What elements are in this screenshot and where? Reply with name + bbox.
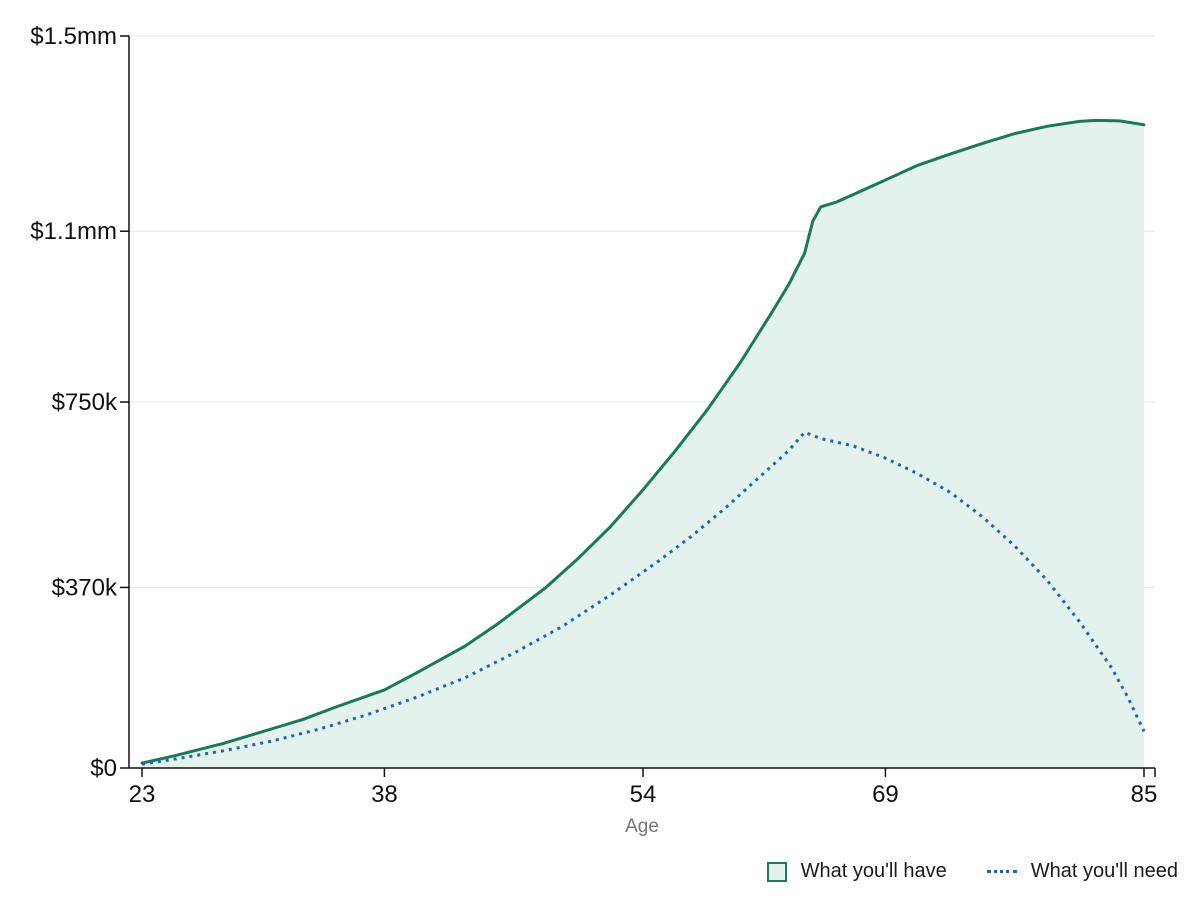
y-tick-label: $1.5mm — [30, 23, 117, 50]
legend-label-have: What you'll have — [800, 860, 947, 882]
y-tick-label: $370k — [52, 574, 118, 601]
y-tick-label: $750k — [52, 389, 118, 416]
x-axis-label: Age — [625, 816, 659, 837]
have-area-fill — [142, 120, 1144, 768]
y-axis-ticks: $0 $370k $750k $1.1mm $1.5mm — [30, 23, 129, 782]
legend: What you'll have What you'll need — [727, 860, 1178, 883]
x-axis-ticks: 23 38 54 69 85 — [129, 768, 1158, 808]
legend-swatch-need — [986, 870, 1017, 873]
x-tick-label: 54 — [630, 781, 657, 808]
x-tick-label: 23 — [129, 781, 156, 808]
have-series-line — [140, 118, 1146, 765]
legend-item-need: What you'll need — [986, 860, 1178, 883]
x-tick-label: 69 — [872, 781, 899, 808]
need-series-line — [141, 430, 1146, 766]
y-tick-label: $0 — [90, 755, 117, 782]
legend-swatch-have — [766, 861, 787, 882]
have-area-layer — [140, 118, 1146, 768]
x-tick-label: 38 — [371, 781, 398, 808]
legend-item-have: What you'll have — [766, 860, 947, 883]
legend-label-need: What you'll need — [1030, 860, 1178, 882]
x-tick-label: 85 — [1131, 781, 1158, 808]
y-tick-label: $1.1mm — [30, 218, 117, 245]
